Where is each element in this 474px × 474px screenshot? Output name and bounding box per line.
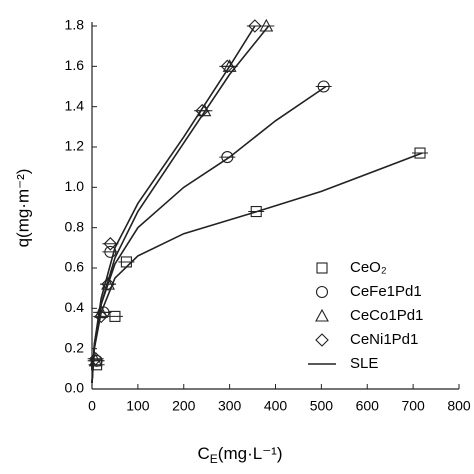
x-tick-label: 600 [356,398,380,414]
marker-square [316,262,328,274]
y-tick-label: 0.4 [65,299,85,315]
marker-square [120,256,132,268]
x-tick-label: 400 [264,398,288,414]
legend-label: CeCo1Pd1 [350,307,423,324]
marker-circle [317,80,330,93]
y-axis-title: q(mg·m⁻²) [13,169,32,248]
marker-triangle [88,353,103,367]
y-tick-label: 1.8 [65,17,85,33]
fit-line [91,25,256,383]
x-axis-title: CE(mg·L⁻¹) [198,444,283,466]
x-tick-label: 300 [218,398,242,414]
marker-diamond [315,333,329,347]
marker-diamond [94,309,108,324]
marker-diamond [195,103,209,118]
legend-label: CeNi1Pd1 [350,331,418,348]
y-tick-label: 0.2 [65,339,85,355]
marker-circle [104,245,117,258]
y-tick-label: 1.6 [65,57,85,73]
marker-square [414,147,426,159]
legend-label: SLE [350,355,378,372]
x-tick-label: 0 [88,398,96,414]
marker-triangle [259,18,274,32]
marker-diamond [220,59,235,74]
x-tick-label: 200 [172,398,196,414]
marker-diamond [88,351,103,366]
marker-circle [315,285,329,299]
marker-diamond [103,237,118,251]
y-tick-label: 1.2 [65,138,85,154]
marker-square [250,205,262,218]
y-tick-label: 0.0 [65,380,85,396]
marker-square [109,310,121,322]
x-tick-label: 700 [401,398,425,414]
y-tick-label: 1.4 [65,97,85,113]
x-tick-label: 500 [310,398,334,414]
y-tick-label: 0.6 [65,259,85,275]
y-tick-label: 0.8 [65,218,85,234]
marker-circle [221,151,234,164]
legend-label: CeFe1Pd1 [350,283,422,300]
x-tick-label: 800 [447,398,471,414]
marker-triangle [315,308,329,322]
legend-label: CeO₂ [350,259,387,276]
marker-triangle [94,305,109,318]
fit-line [91,25,270,384]
y-tick-label: 1.0 [65,178,85,194]
x-tick-label: 100 [126,398,150,414]
marker-diamond [248,19,262,33]
marker-diamond [101,277,115,291]
